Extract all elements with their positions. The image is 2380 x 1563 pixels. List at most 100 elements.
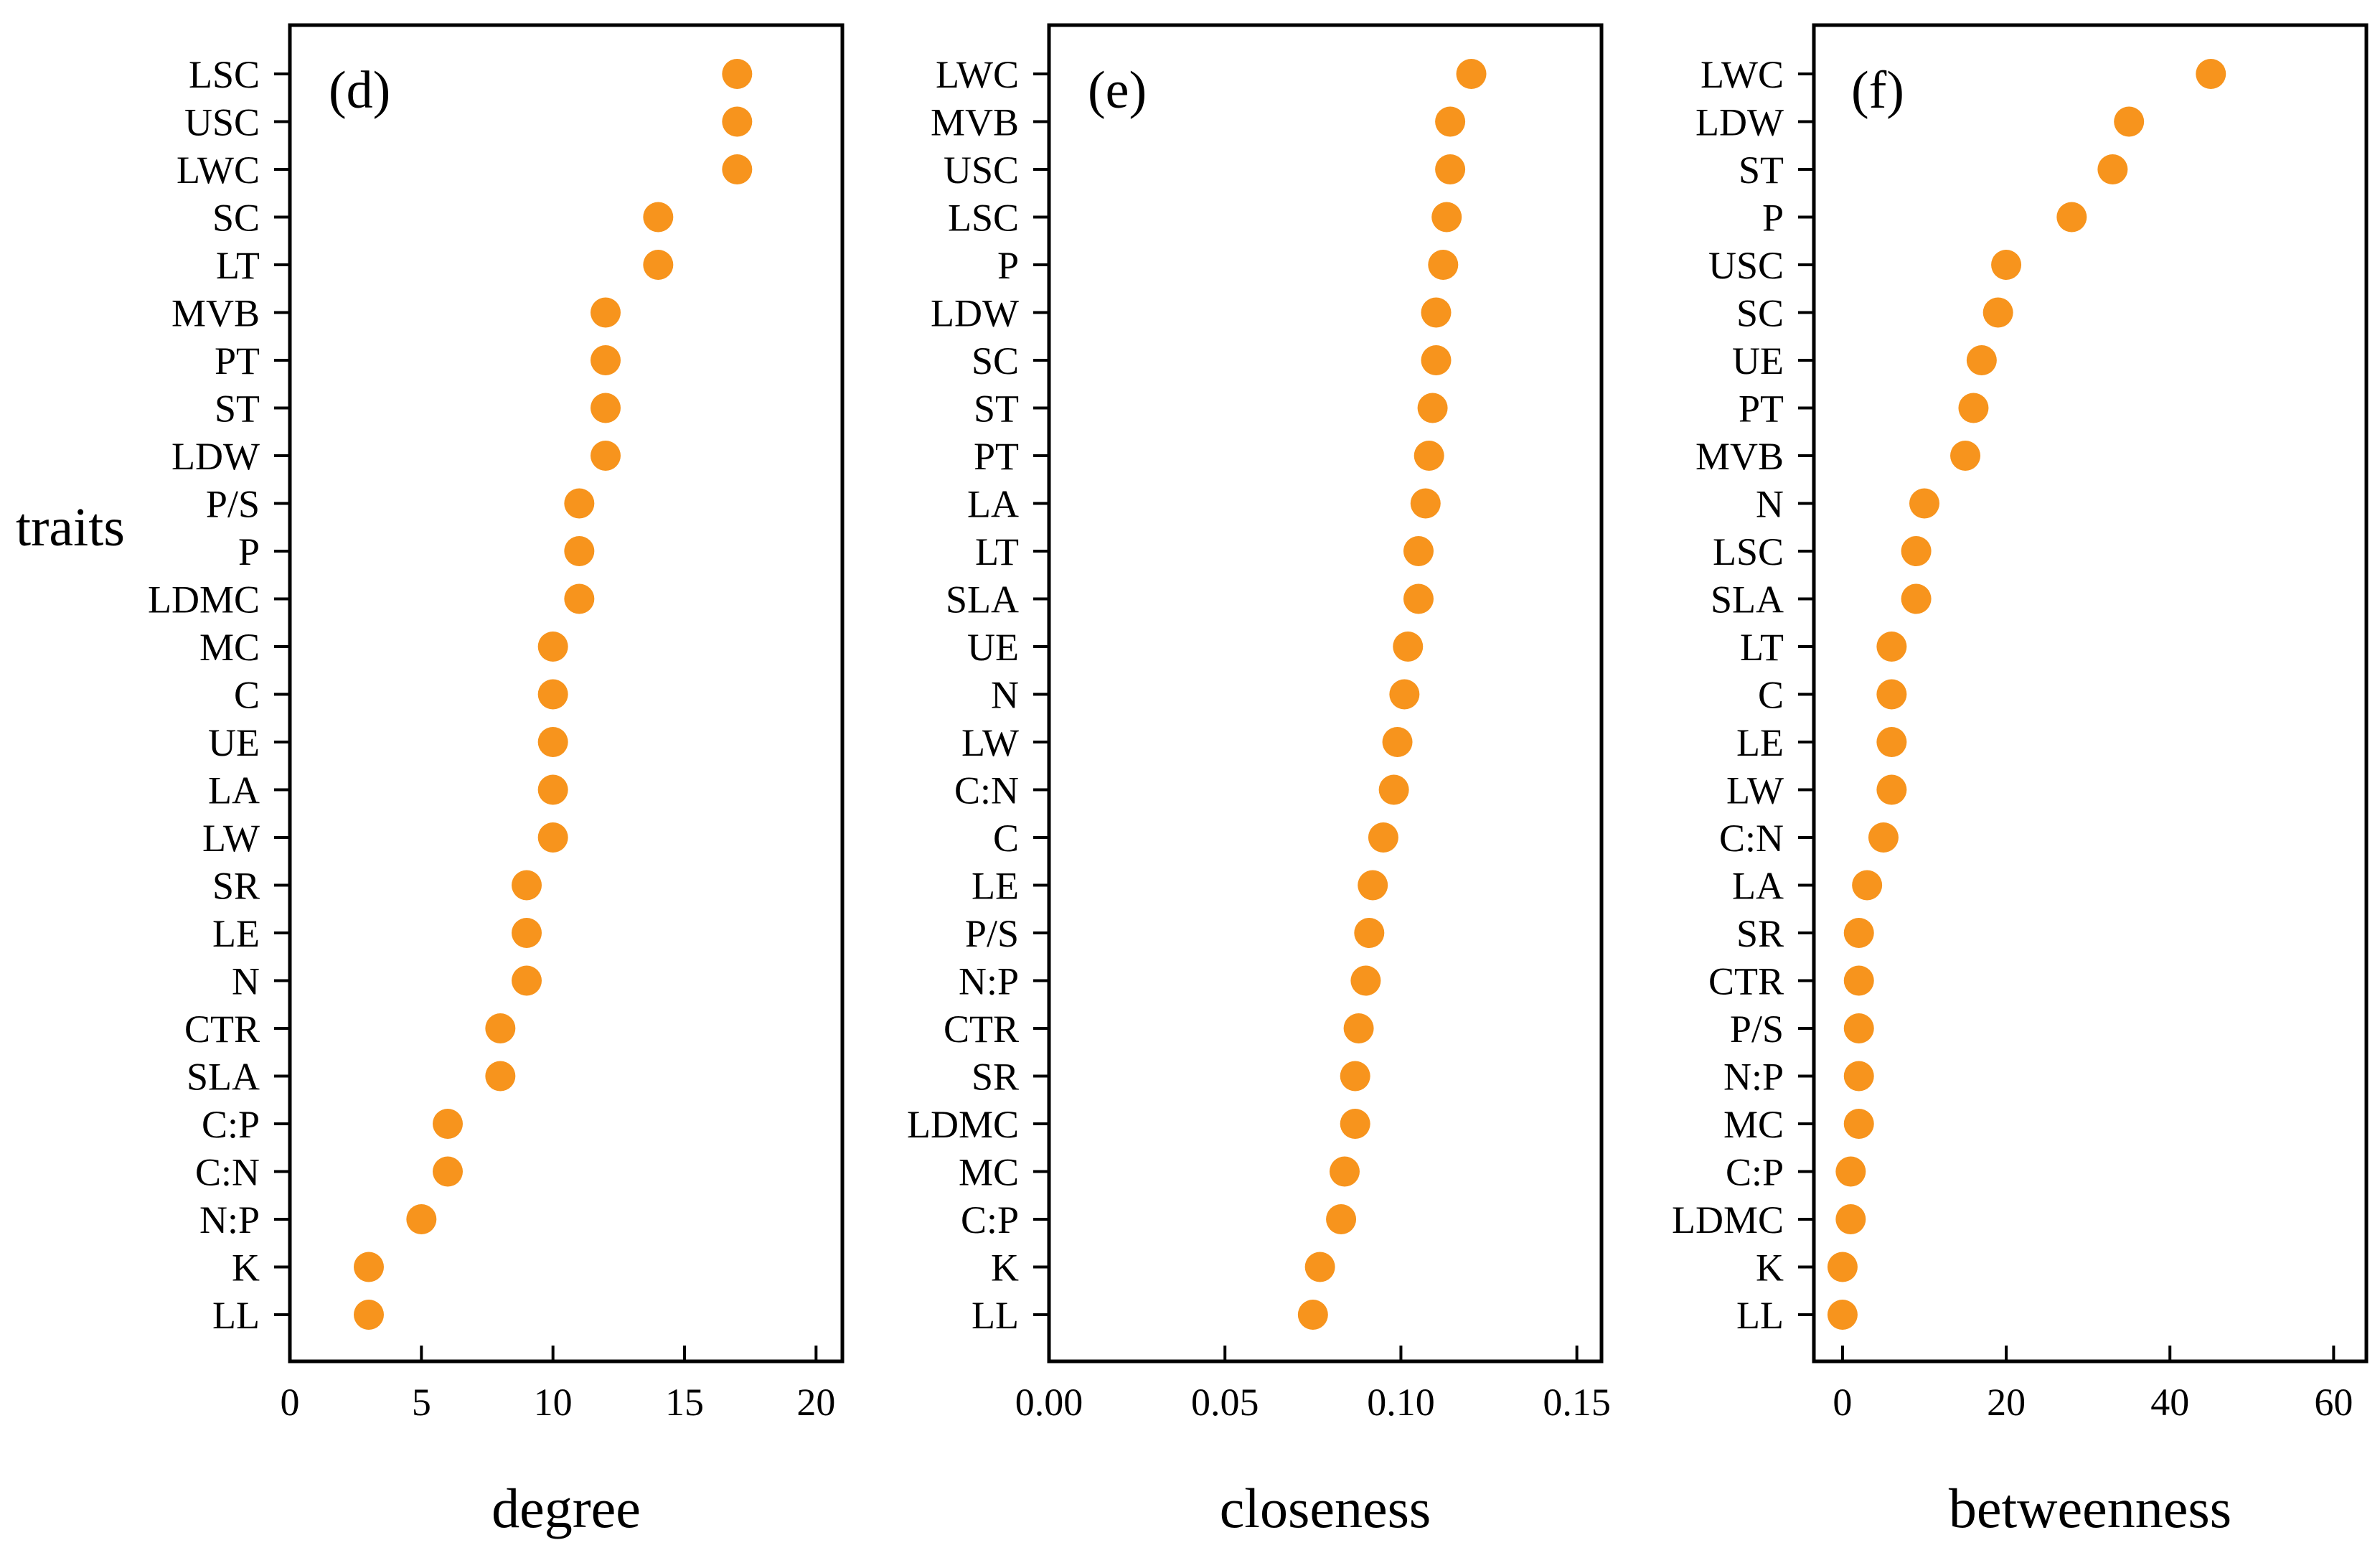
trait-label-degree: LT [216,244,260,287]
point-closeness-n-p [1350,965,1381,996]
point-closeness-usc [1435,154,1466,184]
point-degree-n [512,965,542,996]
point-betweenness-n [1909,488,1939,519]
trait-label-betweenness: K [1756,1247,1784,1290]
point-betweenness-ue [1966,345,1997,375]
panel-tag-e: (e) [1088,61,1147,120]
point-degree-lw [537,822,568,853]
point-closeness-lt [1403,536,1434,566]
x-tick-label-degree: 0 [281,1381,300,1424]
point-closeness-pt [1414,441,1444,471]
trait-label-betweenness: LT [1740,626,1784,669]
point-degree-lwc [722,154,753,184]
point-degree-c-n [433,1156,463,1187]
point-closeness-ue [1393,632,1424,662]
trait-label-closeness: USC [944,149,1019,192]
trait-label-closeness: LA [967,483,1019,526]
trait-label-closeness: N:P [959,960,1019,1003]
point-closeness-la [1410,488,1441,519]
trait-label-degree: C:N [195,1151,260,1194]
point-closeness-c-n [1378,774,1409,805]
point-betweenness-lw [1876,774,1907,805]
point-betweenness-sc [1982,297,2013,328]
trait-label-closeness: LT [975,530,1019,573]
point-closeness-sr [1340,1061,1370,1092]
point-degree-ctr [485,1013,516,1043]
point-degree-la [537,774,568,805]
x-ticks-betweenness: 0 20 40 60 [1798,72,2353,1424]
trait-label-betweenness: CTR [1708,960,1784,1003]
point-closeness-n [1389,679,1420,710]
panel-tag-d: (d) [329,61,390,120]
point-degree-mvb [591,297,621,328]
x-tick-label-closeness: 0.00 [1015,1381,1083,1424]
trait-label-degree: SC [212,197,260,240]
point-degree-sc [643,202,674,233]
point-betweenness-p-s [1843,1013,1874,1043]
x-tick-label-betweenness: 0 [1833,1381,1852,1424]
point-betweenness-sla [1901,583,1932,614]
trait-label-degree: LW [202,817,260,860]
point-closeness-sc [1421,345,1452,375]
point-degree-ldw [591,441,621,471]
point-betweenness-lsc [1901,536,1932,566]
plot-frame-closeness [1047,23,1604,1363]
point-degree-lt [643,250,674,280]
point-betweenness-ldw [2114,106,2145,137]
point-degree-k [354,1252,384,1282]
point-betweenness-lt [1876,632,1907,662]
trait-label-closeness: LE [972,865,1019,908]
x-tick-label-closeness: 0.15 [1543,1381,1611,1424]
trait-label-closeness: N [991,674,1019,717]
trait-label-degree: UE [208,721,260,764]
trait-label-closeness: SR [972,1056,1019,1099]
trait-label-closeness: C:P [961,1198,1019,1242]
trait-label-degree: LDW [171,435,260,478]
x-ticks-degree: 0 5 10 15 20 [274,72,835,1424]
trait-label-degree: SLA [187,1056,260,1099]
x-tick-label-closeness: 0.10 [1367,1381,1435,1424]
trait-label-degree: P [238,530,260,573]
trait-label-degree: LDMC [148,578,260,621]
point-degree-ldmc [564,583,595,614]
point-closeness-ctr [1343,1013,1374,1043]
trait-label-betweenness: LE [1736,721,1784,764]
point-degree-le [512,918,542,948]
point-degree-p [564,536,595,566]
x-tick-label-degree: 5 [412,1381,431,1424]
point-closeness-st [1417,393,1448,423]
trait-label-closeness: P [997,244,1019,287]
trait-label-closeness: SC [972,339,1019,382]
point-betweenness-p [2056,202,2087,233]
trait-label-closeness: LDW [931,292,1019,335]
trait-label-degree: C [234,674,260,717]
trait-label-closeness: UE [967,626,1019,669]
trait-label-betweenness: C:N [1719,817,1784,860]
trait-label-degree: N:P [199,1198,260,1242]
point-closeness-ll [1297,1300,1328,1330]
point-betweenness-c [1876,679,1907,710]
trait-label-closeness: LL [972,1294,1019,1337]
point-betweenness-mc [1843,1109,1874,1139]
trait-label-betweenness: N [1756,483,1784,526]
points-betweenness [1827,59,2226,1330]
trait-label-degree: PT [215,339,260,382]
trait-label-betweenness: C [1758,674,1784,717]
trait-label-betweenness: MVB [1695,435,1784,478]
point-betweenness-ldmc [1835,1204,1866,1234]
trait-label-betweenness: LDW [1695,101,1784,144]
point-degree-lsc [722,59,753,89]
trait-label-betweenness: P/S [1730,1008,1784,1051]
point-betweenness-mvb [1950,441,1981,471]
trait-label-betweenness: PT [1739,388,1784,431]
trait-label-betweenness: LA [1732,865,1784,908]
point-betweenness-sr [1843,918,1874,948]
x-axis-title-betweenness: betweenness [1949,1477,2231,1539]
point-degree-c [537,679,568,710]
trait-label-closeness: MC [959,1151,1019,1194]
trait-label-closeness: C [993,817,1019,860]
